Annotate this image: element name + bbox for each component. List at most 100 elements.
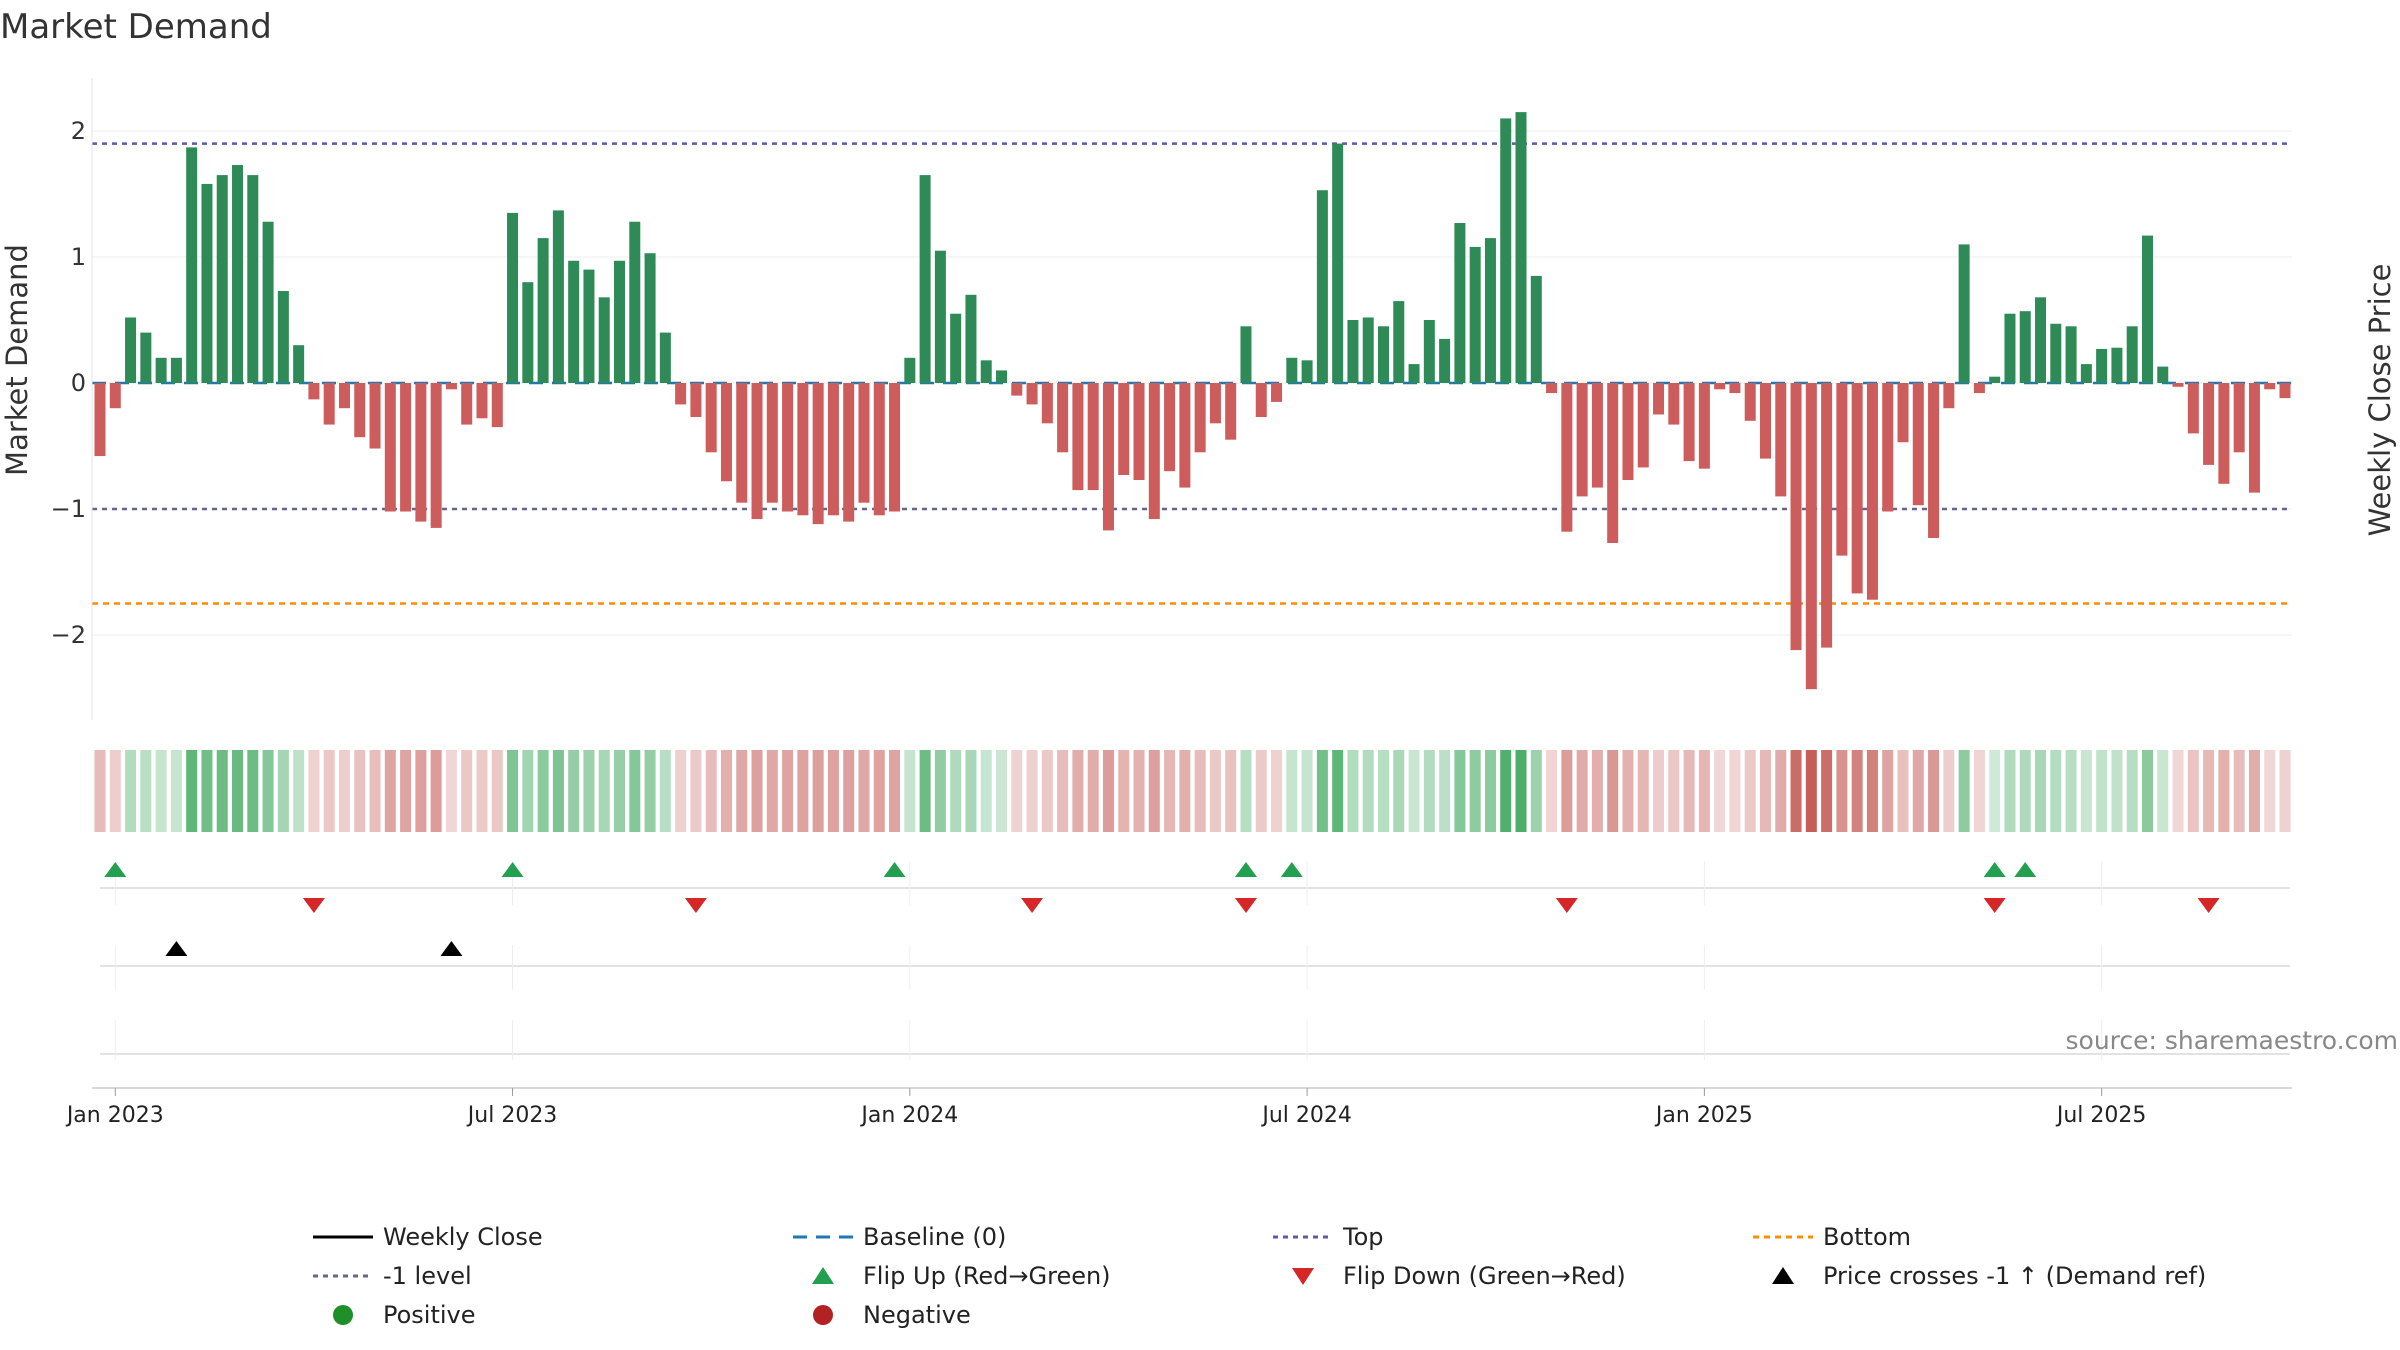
heat-cell (2035, 750, 2047, 832)
heat-cell (2111, 750, 2123, 832)
heat-cell (507, 750, 519, 832)
heat-cell (1561, 750, 1573, 832)
x-tick-label: Jan 2023 (65, 1103, 164, 1128)
x-tick-label: Jul 2023 (466, 1103, 558, 1128)
heat-cell (476, 750, 488, 832)
heat-cell (552, 750, 564, 832)
demand-bar (1377, 326, 1389, 383)
flip-up-marker (2014, 862, 2037, 877)
heat-cell (2233, 750, 2245, 832)
heat-cell (1026, 750, 1038, 832)
heat-cell (338, 750, 350, 832)
heat-cell (277, 750, 289, 832)
demand-bar (1729, 383, 1741, 394)
heat-cell (1164, 750, 1176, 832)
demand-bar (1668, 383, 1680, 425)
demand-heat-strip (94, 750, 2291, 832)
demand-bar (751, 383, 763, 520)
heat-cell (797, 750, 809, 832)
demand-bar (2233, 383, 2245, 453)
heat-cell (1714, 750, 1726, 832)
demand-bar (2203, 383, 2215, 465)
heat-cell (827, 750, 839, 832)
heat-cell (1377, 750, 1389, 832)
demand-bar (1255, 383, 1267, 418)
y-tick-label: 1 (71, 243, 86, 271)
legend-price-cross: Price crosses -1 ↑ (Demand ref) (1772, 1262, 2206, 1290)
legend-flip-up: Flip Up (Red→Green) (812, 1262, 1111, 1290)
flip-up-marker (104, 862, 127, 877)
heat-cell (384, 750, 396, 832)
demand-bar (614, 260, 626, 383)
flip-up-marker (1280, 862, 1303, 877)
heat-cell (1683, 750, 1695, 832)
heat-cell (1057, 750, 1069, 832)
demand-bar (1515, 112, 1527, 383)
demand-bar (125, 317, 137, 383)
heat-cell (950, 750, 962, 832)
demand-bar (1454, 222, 1466, 383)
heat-cell (109, 750, 121, 832)
heat-cell (1133, 750, 1145, 832)
heat-cell (1653, 750, 1665, 832)
heat-cell (1209, 750, 1221, 832)
demand-bar (2035, 297, 2047, 383)
demand-bar (980, 360, 992, 383)
heat-cell (155, 750, 167, 832)
demand-bar (2264, 383, 2276, 390)
heat-cell (1271, 750, 1283, 832)
legend-bottom-label: Bottom (1823, 1223, 1911, 1251)
heat-cell (720, 750, 732, 832)
demand-bar (1316, 190, 1328, 383)
heat-cell (1011, 750, 1023, 832)
heat-cell (690, 750, 702, 832)
heat-cell (369, 750, 381, 832)
demand-bar (1225, 383, 1237, 440)
demand-bar (904, 357, 916, 383)
heat-cell (1928, 750, 1940, 832)
demand-bar (430, 383, 442, 528)
heat-cell (2126, 750, 2138, 832)
heat-cell (1637, 750, 1649, 832)
demand-bar (415, 383, 427, 522)
demand-bar (1759, 383, 1771, 459)
heat-cell (247, 750, 259, 832)
heat-cell (537, 750, 549, 832)
legend-baseline: Baseline (0) (793, 1223, 1006, 1251)
demand-bar (1057, 383, 1069, 453)
event-markers (100, 862, 2290, 1060)
heat-cell (1332, 750, 1344, 832)
heat-cell (1347, 750, 1359, 832)
demand-bar (1286, 357, 1298, 383)
heat-cell (598, 750, 610, 832)
heat-cell (1851, 750, 1863, 832)
demand-bar (1821, 383, 1833, 648)
demand-bar (140, 332, 152, 383)
demand-bar (1408, 364, 1420, 383)
heat-cell (2279, 750, 2291, 832)
demand-bar (2218, 383, 2230, 484)
flip-down-marker (1983, 898, 2006, 913)
heat-cell (1225, 750, 1237, 832)
y2-axis-label: Weekly Close Price (2363, 264, 2397, 537)
heat-cell (2019, 750, 2031, 832)
demand-bar (965, 294, 977, 383)
x-tick-label: Jan 2024 (859, 1103, 958, 1128)
demand-bar (445, 383, 457, 390)
demand-bar (2019, 311, 2031, 383)
demand-bar (843, 383, 855, 522)
heat-cell (1255, 750, 1267, 832)
demand-bar (675, 383, 687, 405)
demand-bar (1851, 383, 1863, 594)
demand-bar (1118, 383, 1130, 475)
heat-cell (2141, 750, 2153, 832)
demand-bar (568, 260, 580, 383)
flip-up-marker (1983, 862, 2006, 877)
demand-bar (797, 383, 809, 516)
demand-bar (1469, 246, 1481, 383)
demand-bar (996, 370, 1008, 383)
legend-minus-one-label: -1 level (383, 1262, 472, 1290)
demand-bar (1102, 383, 1114, 531)
demand-bar (919, 175, 931, 383)
